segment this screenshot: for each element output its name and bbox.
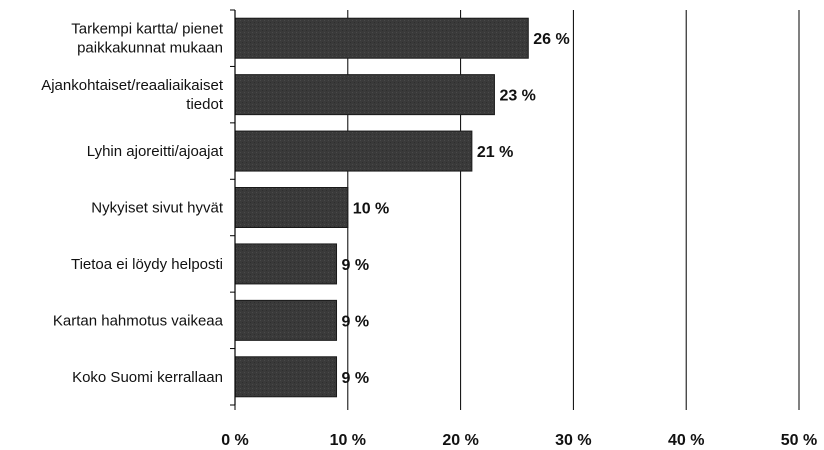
labels: 26 % Tarkempi kartta/ pienet paikkakunnat … bbox=[41, 21, 817, 449]
x-tick-label-0: 0 % bbox=[221, 432, 249, 449]
category-label-6: Kartan hahmotus vaikeaa bbox=[53, 312, 224, 329]
x-tick-label-20: 20 % bbox=[442, 432, 478, 449]
bar-7 bbox=[234, 356, 338, 398]
category-label-5: Tietoa ei löydy helposti bbox=[71, 256, 223, 273]
category-label-line: Tietoa ei löydy helposti bbox=[71, 256, 223, 273]
category-label-7: Koko Suomi kerrallaan bbox=[72, 369, 223, 386]
value-label-2: 23 % bbox=[499, 88, 535, 105]
value-label-4: 10 % bbox=[353, 201, 389, 218]
x-tick-label-10: 10 % bbox=[330, 432, 366, 449]
value-label-3: 21 % bbox=[477, 144, 513, 161]
category-label-line: Kartan hahmotus vaikeaa bbox=[53, 312, 224, 329]
category-label-4: Nykyiset sivut hyvät bbox=[91, 200, 224, 217]
bar-5 bbox=[234, 243, 338, 285]
x-tick-label-40: 40 % bbox=[668, 432, 704, 449]
category-label-line: Nykyiset sivut hyvät bbox=[91, 200, 224, 217]
value-label-1: 26 % bbox=[533, 31, 569, 48]
bar-2 bbox=[234, 74, 495, 116]
bar-1 bbox=[234, 17, 529, 59]
value-label-5: 9 % bbox=[342, 257, 370, 274]
bar-3 bbox=[234, 130, 473, 172]
x-tick-label-50: 50 % bbox=[781, 432, 817, 449]
category-label-line: Koko Suomi kerrallaan bbox=[72, 369, 223, 386]
category-label-1: Tarkempi kartta/ pienet paikkakunnat muka… bbox=[71, 21, 224, 57]
category-label-line: paikkakunnat mukaan bbox=[77, 40, 223, 57]
category-label-line: Lyhin ajoreitti/ajoajat bbox=[87, 143, 224, 160]
category-label-line: Tarkempi kartta/ pienet bbox=[71, 21, 224, 38]
bar-4 bbox=[234, 187, 349, 228]
value-label-7: 9 % bbox=[342, 370, 370, 387]
value-label-6: 9 % bbox=[342, 313, 370, 330]
category-label-3: Lyhin ajoreitti/ajoajat bbox=[87, 143, 224, 160]
category-label-line: tiedot bbox=[186, 96, 224, 113]
axes bbox=[230, 9, 800, 410]
bar-6 bbox=[234, 299, 338, 341]
x-tick-label-30: 30 % bbox=[555, 432, 591, 449]
category-label-line: Ajankohtaiset/reaaliaikaiset bbox=[41, 77, 224, 94]
gridlines bbox=[347, 10, 800, 405]
category-label-2: Ajankohtaiset/reaaliaikaiset tiedot bbox=[41, 77, 224, 113]
